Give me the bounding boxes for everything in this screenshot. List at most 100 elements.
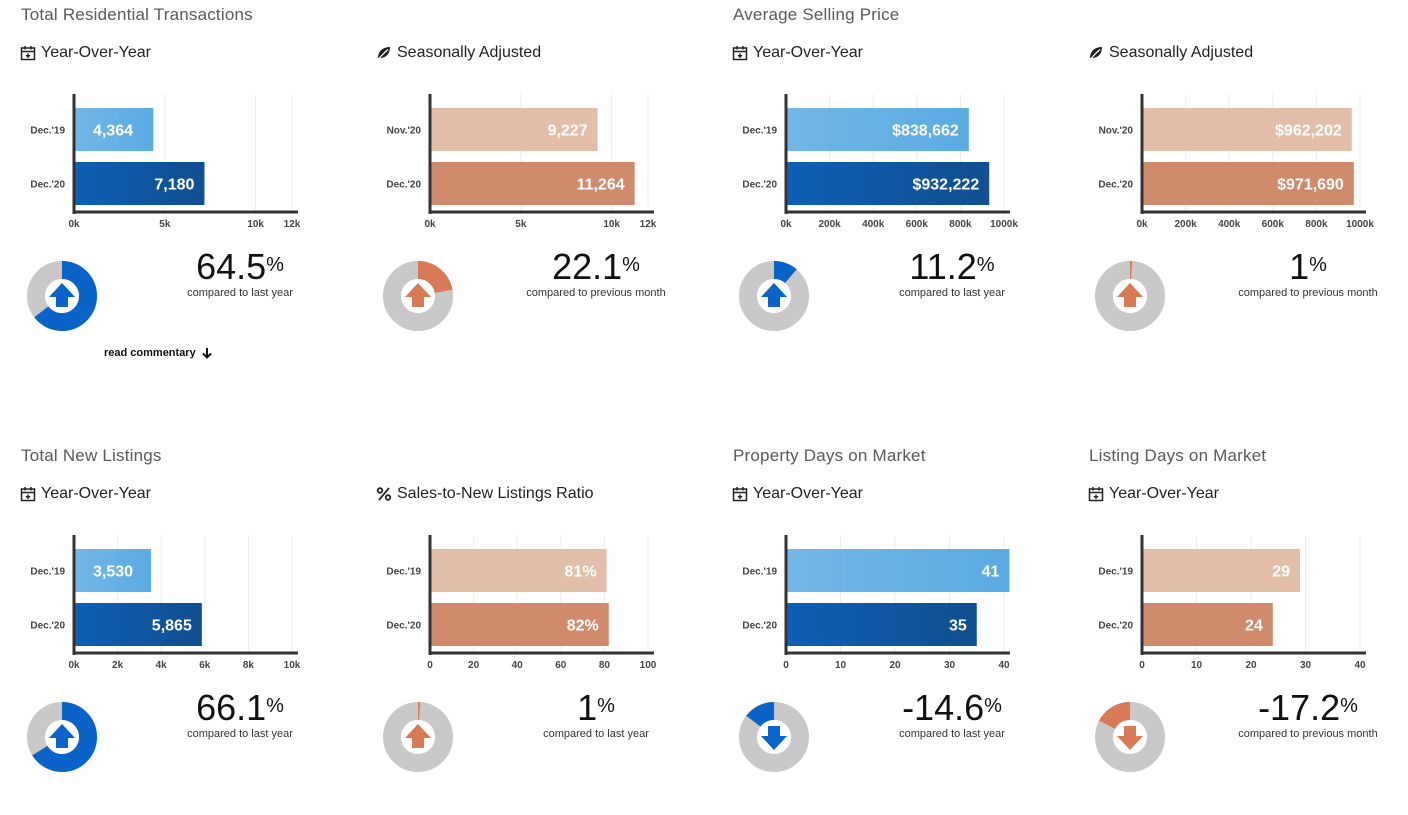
tick-label: 600k	[906, 219, 929, 230]
arrow-up-icon	[405, 724, 431, 748]
data-label: 24	[1245, 618, 1263, 635]
category-label: Dec.'20	[1098, 180, 1133, 191]
section-title-property-dom: Property Days on Market	[733, 446, 926, 465]
panel-transactions-seasonal: Seasonally Adjusted Nov.'20 9,227 Dec.'20 11…	[376, 44, 716, 374]
chart-subtitle: Year-Over-Year	[20, 44, 151, 62]
tick-label: 20	[468, 660, 480, 671]
change-donut	[739, 702, 809, 772]
percent-icon	[376, 487, 392, 501]
panel-price-seasonal: Seasonally Adjusted Nov.'20 $962,202 Dec.'2…	[1088, 44, 1408, 374]
change-value: 1%	[577, 687, 615, 728]
chart-subtitle-label: Year-Over-Year	[41, 485, 151, 502]
change-caption: compared to last year	[187, 728, 293, 740]
tick-label: 12k	[284, 219, 301, 230]
category-label: Dec.'19	[30, 126, 65, 137]
category-label: Dec.'20	[386, 621, 421, 632]
chart-subtitle-label: Seasonally Adjusted	[1109, 44, 1254, 61]
tick-label: 600k	[1262, 219, 1285, 230]
tick-label: 8k	[243, 660, 255, 671]
donut-arc	[27, 261, 97, 331]
change-value: 66.1%	[196, 687, 284, 728]
tick-label: 1000k	[1346, 219, 1374, 230]
tick-label: 10k	[247, 219, 264, 230]
chart-subtitle: Year-Over-Year	[732, 485, 863, 503]
section-title-listing-dom: Listing Days on Market	[1089, 446, 1267, 465]
calendar-icon	[732, 46, 748, 61]
panel-listing-dom: Year-Over-Year Dec.'19 29 Dec.'20 24 0 10 20 30 4…	[1088, 485, 1408, 815]
change-donut	[27, 702, 97, 772]
bar	[431, 108, 598, 151]
tick-label: 10k	[603, 219, 620, 230]
category-label: Nov.'20	[387, 126, 422, 137]
data-label: $838,662	[892, 123, 959, 140]
section-title-transactions: Total Residential Transactions	[21, 5, 253, 24]
arrow-up-icon	[1117, 283, 1143, 307]
change-value: 22.1%	[552, 246, 640, 287]
read-commentary-label: read commentary	[104, 347, 196, 359]
chart-subtitle-label: Year-Over-Year	[1109, 485, 1219, 502]
chart-subtitle: Year-Over-Year	[732, 44, 863, 62]
bar	[75, 162, 205, 205]
arrow-up-icon	[49, 724, 75, 748]
change-caption: compared to last year	[187, 287, 293, 299]
change-donut	[1095, 261, 1165, 331]
category-label: Dec.'20	[30, 180, 65, 191]
bar-chart: Nov.'20 $962,202 Dec.'20 $971,690 0k 200k 400k…	[1098, 94, 1374, 230]
change-caption: compared to last year	[543, 728, 649, 740]
arrow-up-icon	[761, 283, 787, 307]
chart-subtitle-label: Year-Over-Year	[753, 485, 863, 502]
chart-subtitle-label: Year-Over-Year	[41, 44, 151, 61]
tick-label: 10k	[284, 660, 301, 671]
tick-label: 20	[889, 660, 901, 671]
change-value: 1%	[1289, 246, 1327, 287]
category-label: Dec.'19	[386, 567, 421, 578]
change-caption: compared to previous month	[1238, 287, 1378, 299]
donut-arc	[739, 702, 809, 772]
section-title-selling-price: Average Selling Price	[733, 5, 900, 24]
change-donut	[27, 261, 97, 331]
tick-label: 800k	[1305, 219, 1328, 230]
tick-label: 80	[599, 660, 611, 671]
tick-label: 20	[1245, 660, 1257, 671]
read-commentary-link[interactable]: read commentary	[104, 347, 212, 359]
tick-label: 4k	[156, 660, 168, 671]
category-label: Dec.'19	[742, 567, 777, 578]
data-label: 29	[1272, 564, 1290, 581]
tick-label: 30	[944, 660, 956, 671]
data-label: 3,530	[93, 564, 133, 581]
category-label: Dec.'20	[386, 180, 421, 191]
donut-arc	[27, 702, 97, 772]
change-value: 11.2%	[909, 246, 995, 287]
tick-label: 200k	[818, 219, 841, 230]
change-donut	[1095, 702, 1165, 772]
tick-label: 0k	[68, 660, 80, 671]
tick-label: 6k	[199, 660, 211, 671]
bar	[431, 162, 635, 205]
change-value: 64.5%	[196, 246, 284, 287]
tick-label: 0k	[424, 219, 436, 230]
tick-label: 400k	[1218, 219, 1241, 230]
tick-label: 10	[835, 660, 847, 671]
arrow-up-icon	[49, 283, 75, 307]
change-percent: 66.1% compared to last year	[160, 687, 320, 741]
category-label: Dec.'20	[742, 180, 777, 191]
data-label: $971,690	[1277, 177, 1344, 194]
section-title-new-listings: Total New Listings	[21, 446, 162, 465]
calendar-icon	[732, 487, 748, 502]
change-caption: compared to last year	[899, 287, 1005, 299]
change-value: -14.6%	[902, 687, 1002, 728]
arrow-down-icon	[1117, 726, 1143, 750]
tick-label: 1000k	[990, 219, 1018, 230]
change-caption: compared to previous month	[526, 287, 666, 299]
chart-subtitle-label: Sales-to-New Listings Ratio	[397, 485, 594, 502]
bar	[75, 108, 154, 151]
change-percent: 22.1% compared to previous month	[516, 246, 676, 300]
panel-price-yoy: Year-Over-Year Dec.'19 $838,662 Dec.'20 $932…	[732, 44, 1072, 374]
donut-arc	[383, 702, 453, 772]
bar	[1143, 162, 1354, 205]
bar	[1143, 549, 1301, 592]
tick-label: 40	[1354, 660, 1366, 671]
tick-label: 60	[555, 660, 567, 671]
panel-property-dom: Year-Over-Year Dec.'19 41 Dec.'20 35 0 10 20 30 4…	[732, 485, 1072, 815]
tick-label: 0	[783, 660, 789, 671]
